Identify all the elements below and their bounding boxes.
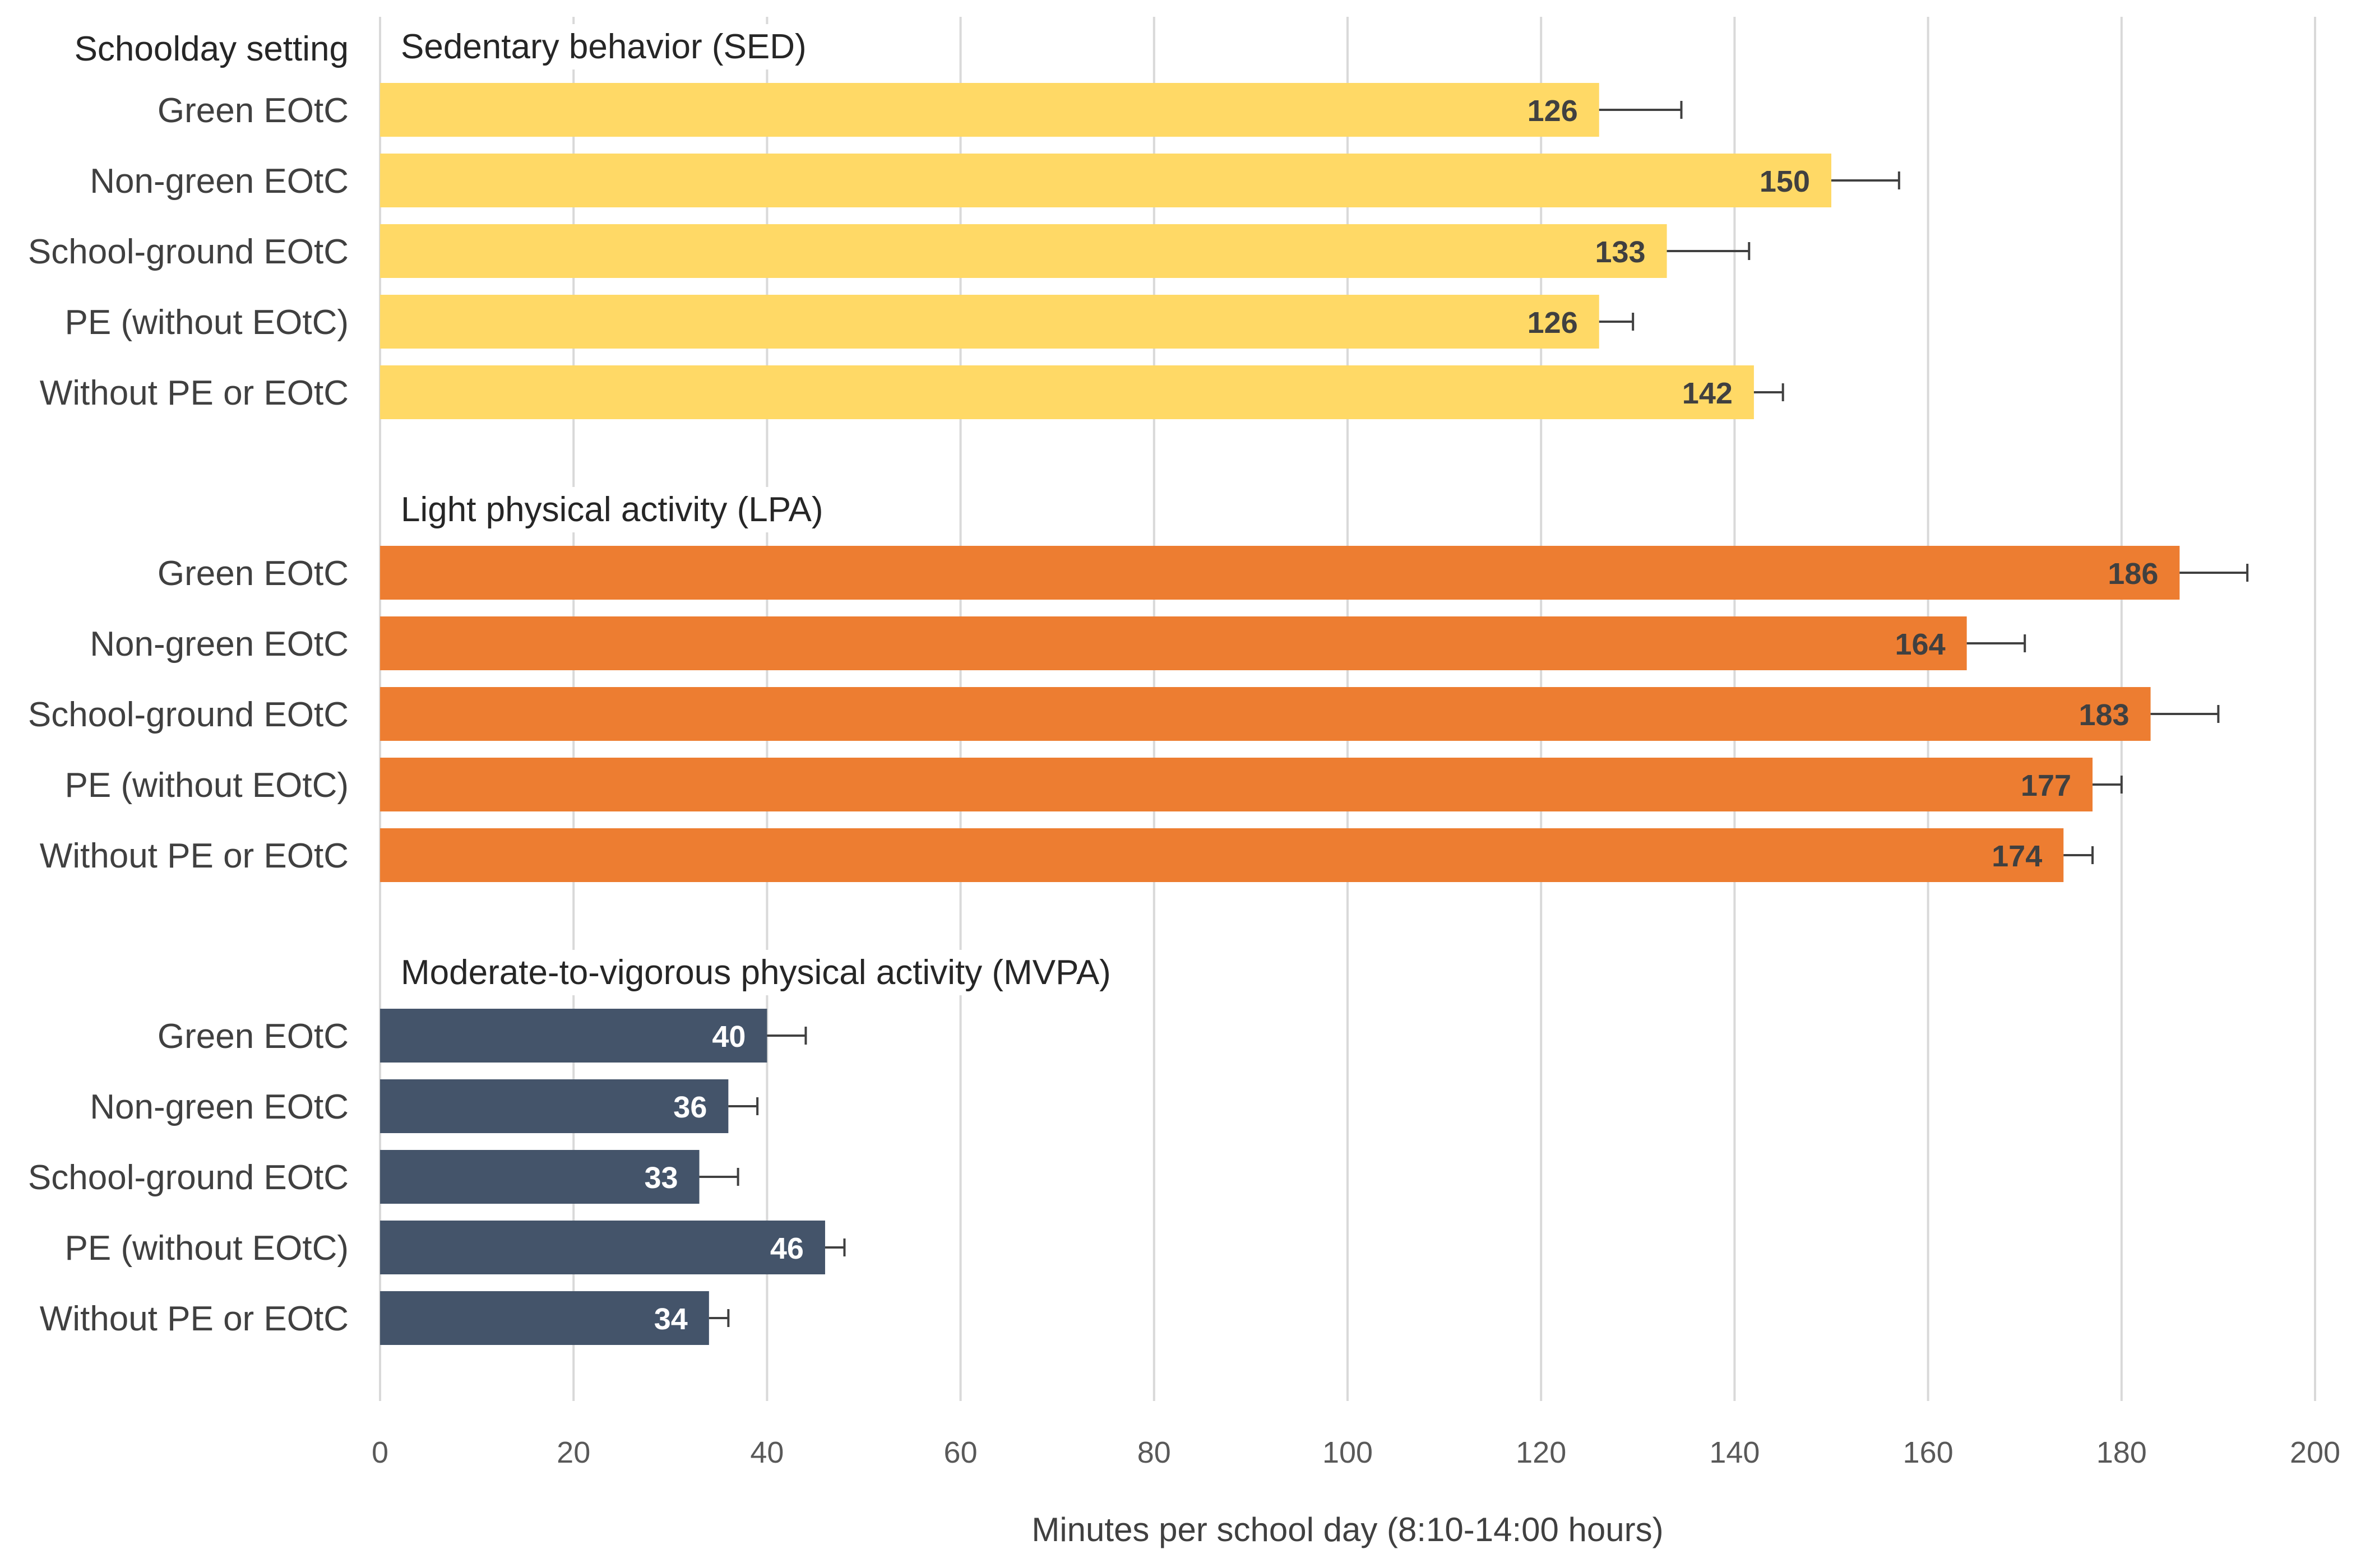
category-label: PE (without EOtC) — [65, 303, 349, 342]
category-label: PE (without EOtC) — [65, 766, 349, 805]
bar — [380, 1291, 709, 1345]
x-tick-label: 140 — [1709, 1436, 1760, 1469]
category-label: School-ground EOtC — [28, 695, 349, 734]
bar — [380, 365, 1754, 419]
bar — [380, 687, 2151, 741]
category-label: Without PE or EOtC — [40, 1300, 349, 1338]
data-label: 34 — [654, 1302, 688, 1336]
bar — [380, 83, 1599, 137]
group-title-background — [394, 950, 1118, 995]
data-label: 36 — [673, 1091, 707, 1124]
bar — [380, 154, 1831, 207]
x-tick-label: 200 — [2290, 1436, 2340, 1469]
bar — [380, 1150, 700, 1204]
x-tick-label: 0 — [372, 1436, 388, 1469]
data-label: 177 — [2021, 769, 2071, 802]
category-label: Green EOtC — [158, 1017, 349, 1056]
bar — [380, 758, 2093, 811]
data-label: 40 — [712, 1020, 746, 1054]
group-title: Light physical activity (LPA) — [401, 490, 823, 529]
group-title: Moderate-to-vigorous physical activity (… — [401, 953, 1111, 992]
category-label: Non-green EOtC — [90, 162, 349, 201]
group-title-background — [394, 24, 813, 69]
category-label: Non-green EOtC — [90, 1088, 349, 1126]
bar — [380, 295, 1599, 349]
bar — [380, 828, 2064, 882]
x-tick-label: 120 — [1516, 1436, 1566, 1469]
x-axis-title: Minutes per school day (8:10-14:00 hours… — [1031, 1511, 1663, 1548]
data-label: 126 — [1527, 306, 1578, 340]
x-tick-label: 40 — [750, 1436, 784, 1469]
data-label: 174 — [1992, 839, 2042, 873]
bar — [380, 616, 1967, 670]
x-tick-label: 20 — [557, 1436, 590, 1469]
x-tick-label: 180 — [2096, 1436, 2147, 1469]
category-label: School-ground EOtC — [28, 1158, 349, 1197]
data-label: 186 — [2108, 557, 2158, 591]
bar — [380, 1221, 825, 1274]
category-label: Non-green EOtC — [90, 625, 349, 664]
category-label: Without PE or EOtC — [40, 837, 349, 875]
x-tick-label: 100 — [1322, 1436, 1373, 1469]
bar — [380, 1079, 729, 1133]
data-label: 164 — [1895, 628, 1946, 661]
data-label: 46 — [770, 1232, 804, 1265]
data-label: 142 — [1682, 377, 1733, 410]
category-label: Green EOtC — [158, 91, 349, 130]
category-label: School-ground EOtC — [28, 233, 349, 271]
category-label: PE (without EOtC) — [65, 1229, 349, 1268]
bar — [380, 224, 1667, 278]
x-tick-label: 60 — [944, 1436, 978, 1469]
bar — [380, 1009, 767, 1063]
category-label: Without PE or EOtC — [40, 374, 349, 412]
data-label: 33 — [645, 1161, 678, 1195]
data-label: 183 — [2079, 698, 2129, 732]
x-tick-label: 80 — [1137, 1436, 1171, 1469]
x-tick-label: 160 — [1903, 1436, 1954, 1469]
category-header: Schoolday setting — [75, 30, 349, 68]
data-label: 126 — [1527, 94, 1578, 128]
data-label: 133 — [1595, 235, 1645, 269]
group-title: Sedentary behavior (SED) — [401, 27, 807, 66]
bar — [380, 546, 2180, 600]
data-label: 150 — [1760, 165, 1810, 198]
category-label: Green EOtC — [158, 554, 349, 593]
group-title-background — [394, 487, 830, 532]
